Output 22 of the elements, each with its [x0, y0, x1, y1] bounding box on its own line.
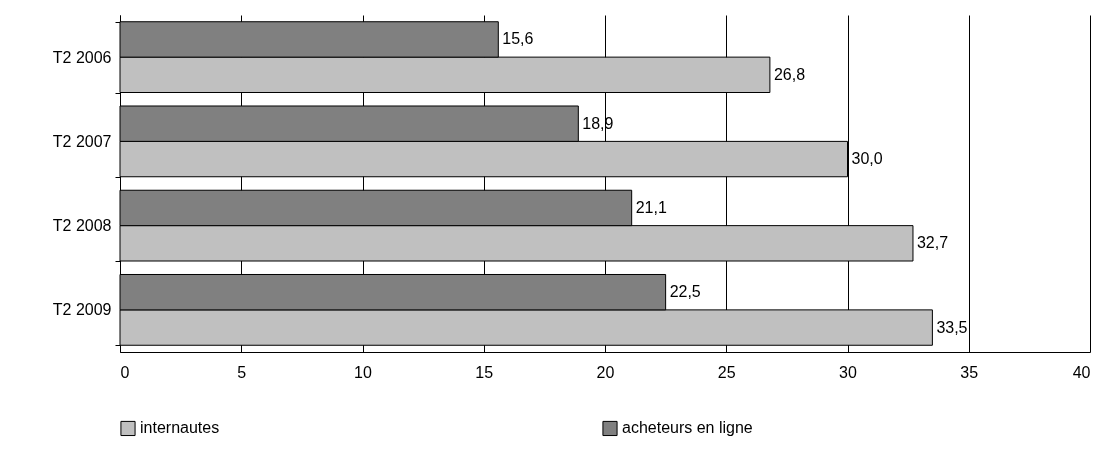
x-tick-label: 30 — [839, 363, 857, 381]
x-tick-label: 5 — [237, 363, 247, 381]
data-label: 26,8 — [773, 65, 806, 83]
x-tick-label: 20 — [596, 363, 615, 381]
data-label: 15,6 — [502, 30, 534, 48]
data-label: 21,1 — [635, 198, 667, 216]
x-tick-label: 10 — [354, 363, 372, 381]
x-tick-label: 0 — [120, 363, 130, 381]
data-label: 30,0 — [851, 150, 883, 168]
data-label: 33,5 — [936, 318, 968, 336]
data-label: 22,5 — [669, 283, 701, 301]
legend-label: acheteurs en ligne — [622, 419, 753, 437]
x-tick-label: 35 — [960, 363, 979, 381]
legend-label: internautes — [140, 419, 220, 437]
y-tick-label: T2 2009 — [52, 301, 112, 319]
data-label: 32,7 — [916, 234, 949, 252]
x-tick-label: 25 — [717, 363, 736, 381]
y-tick-label: T2 2008 — [52, 217, 112, 235]
x-tick-label: 40 — [1072, 363, 1091, 381]
x-tick-label: 15 — [475, 363, 494, 381]
y-tick-label: T2 2007 — [52, 132, 112, 150]
y-tick-label: T2 2006 — [52, 48, 112, 66]
